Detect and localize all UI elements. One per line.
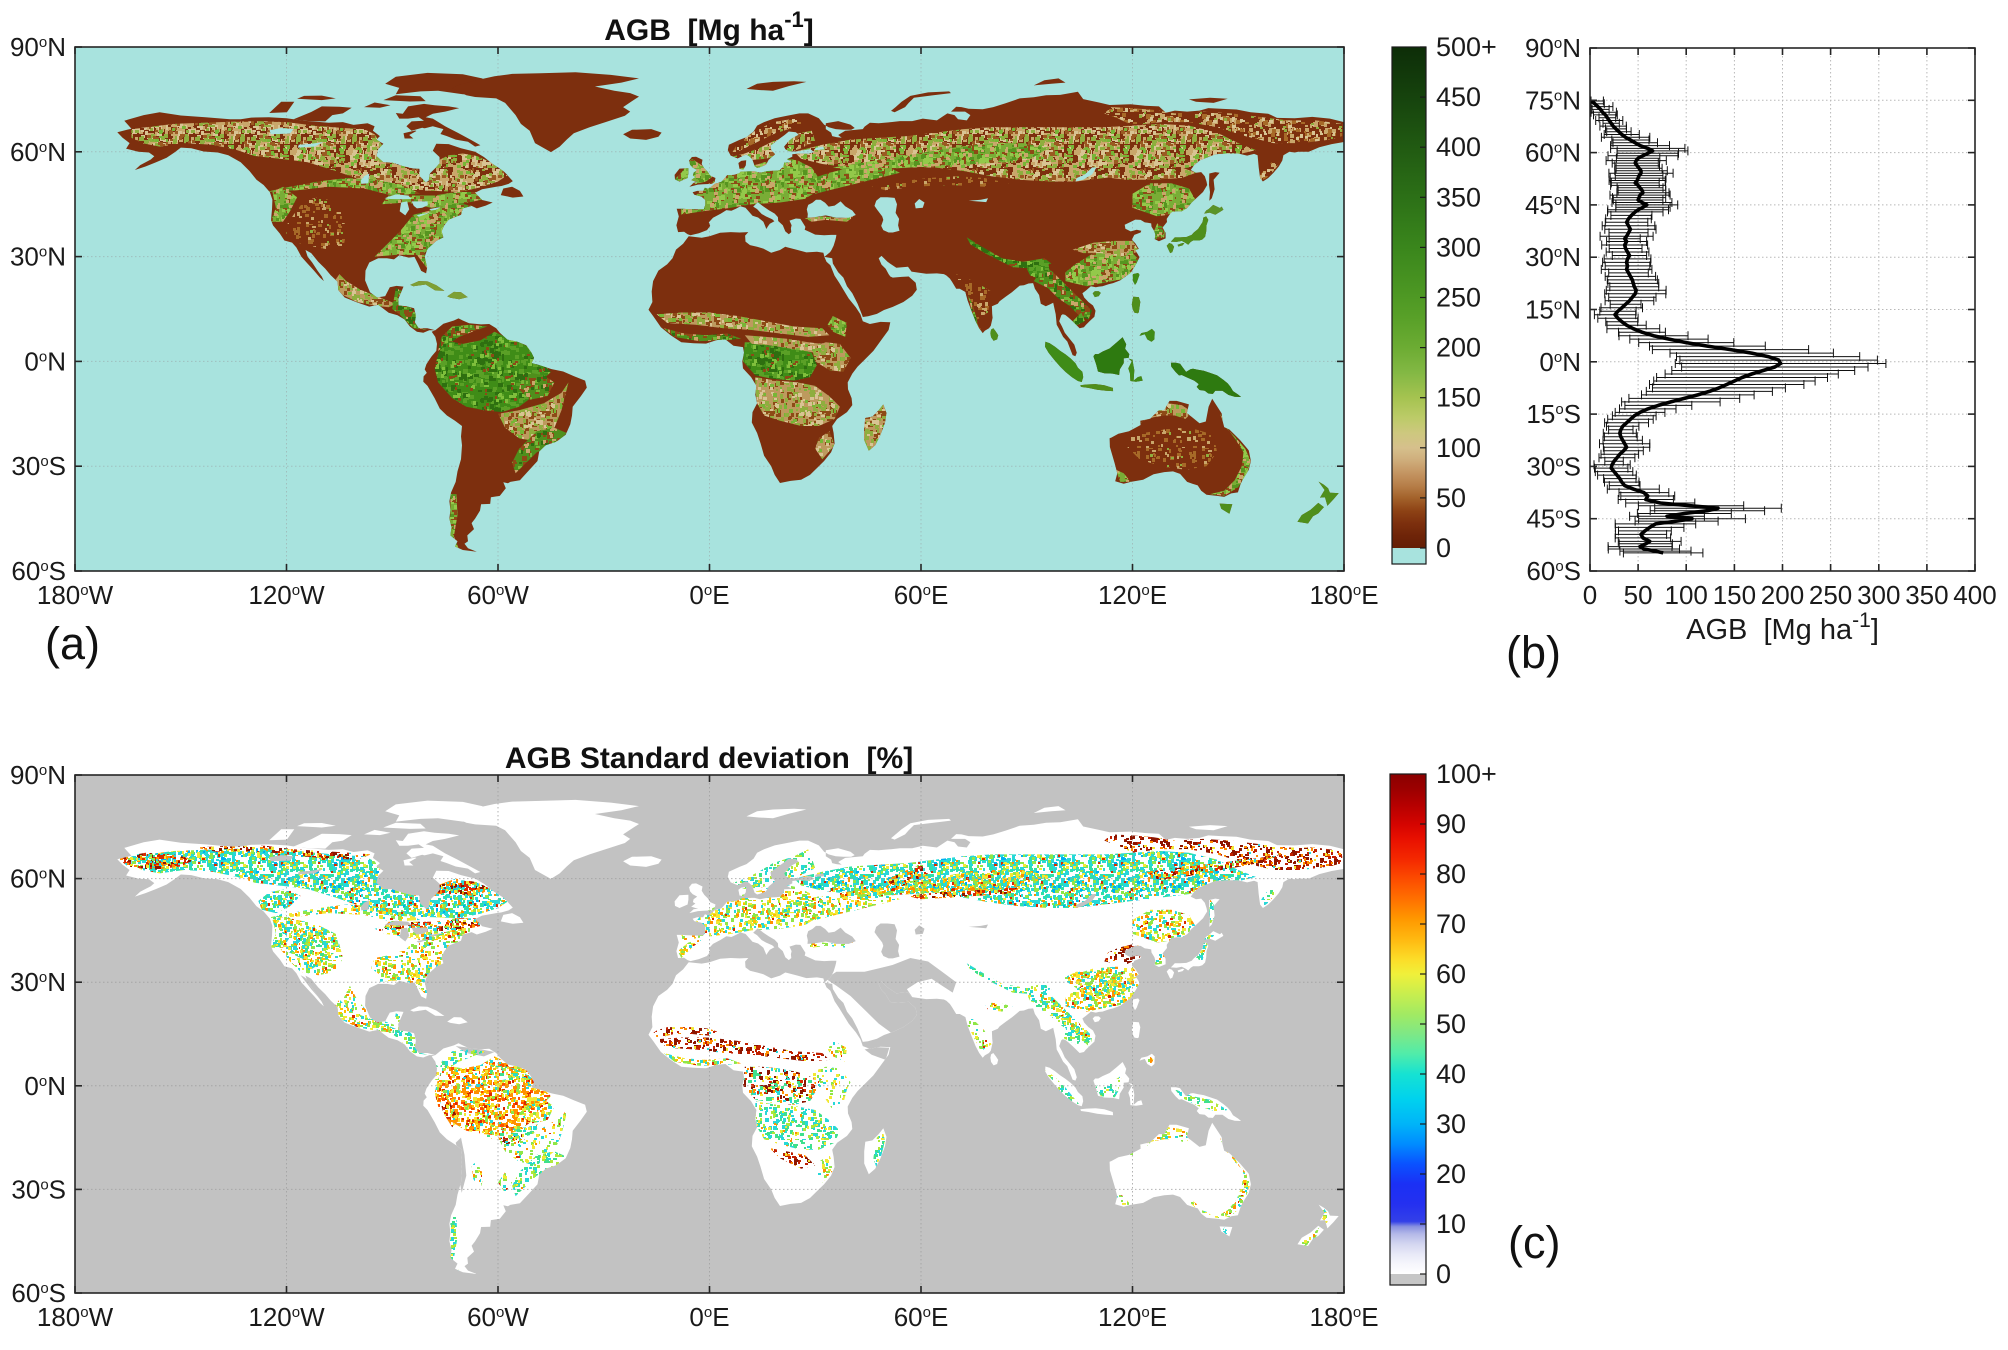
svg-text:75oN: 75oN xyxy=(1525,85,1581,115)
svg-text:0oN: 0oN xyxy=(1539,347,1581,377)
svg-text:30oS: 30oS xyxy=(11,1174,66,1204)
svg-text:120oE: 120oE xyxy=(1098,580,1167,610)
svg-text:120oW: 120oW xyxy=(248,1302,325,1332)
svg-text:500+: 500+ xyxy=(1436,32,1497,62)
svg-text:10: 10 xyxy=(1436,1209,1466,1239)
svg-text:60oS: 60oS xyxy=(11,556,66,586)
svg-text:150: 150 xyxy=(1713,580,1756,610)
svg-text:0oN: 0oN xyxy=(24,1071,66,1101)
svg-text:100: 100 xyxy=(1436,433,1481,463)
svg-text:50: 50 xyxy=(1436,1009,1466,1039)
svg-text:180oW: 180oW xyxy=(37,1302,114,1332)
svg-text:400: 400 xyxy=(1436,132,1481,162)
svg-text:180oE: 180oE xyxy=(1309,580,1378,610)
svg-text:30oN: 30oN xyxy=(10,967,66,997)
svg-text:90oN: 90oN xyxy=(10,32,66,62)
svg-text:400: 400 xyxy=(1953,580,1996,610)
svg-text:60oS: 60oS xyxy=(11,1278,66,1308)
svg-text:30oS: 30oS xyxy=(1526,451,1581,481)
svg-text:90oN: 90oN xyxy=(1525,33,1581,63)
svg-text:60oN: 60oN xyxy=(10,137,66,167)
svg-text:45oN: 45oN xyxy=(1525,190,1581,220)
svg-text:60oN: 60oN xyxy=(10,864,66,894)
svg-text:(c): (c) xyxy=(1508,1217,1560,1268)
svg-text:90oN: 90oN xyxy=(10,760,66,790)
svg-text:60oN: 60oN xyxy=(1525,138,1581,168)
svg-text:60oW: 60oW xyxy=(467,1302,529,1332)
svg-text:(b): (b) xyxy=(1506,627,1561,678)
svg-text:AGB Standard deviation [%]: AGB Standard deviation [%] xyxy=(505,742,913,775)
svg-text:100+: 100+ xyxy=(1436,759,1497,789)
svg-text:70: 70 xyxy=(1436,909,1466,939)
svg-text:100: 100 xyxy=(1665,580,1708,610)
svg-text:150: 150 xyxy=(1436,383,1481,413)
svg-text:350: 350 xyxy=(1436,182,1481,212)
svg-text:(a): (a) xyxy=(45,618,100,669)
svg-text:45oS: 45oS xyxy=(1526,504,1581,534)
svg-text:180oW: 180oW xyxy=(37,580,114,610)
svg-text:80: 80 xyxy=(1436,859,1466,889)
svg-text:120oW: 120oW xyxy=(248,580,325,610)
svg-text:350: 350 xyxy=(1905,580,1948,610)
svg-text:200: 200 xyxy=(1436,333,1481,363)
svg-text:60oS: 60oS xyxy=(1526,556,1581,586)
svg-text:40: 40 xyxy=(1436,1059,1466,1089)
svg-text:0: 0 xyxy=(1583,580,1597,610)
svg-text:60oE: 60oE xyxy=(894,580,949,610)
svg-text:0: 0 xyxy=(1436,533,1451,563)
svg-text:60oE: 60oE xyxy=(894,1302,949,1332)
svg-text:50: 50 xyxy=(1436,483,1466,513)
svg-text:300: 300 xyxy=(1857,580,1900,610)
svg-text:20: 20 xyxy=(1436,1159,1466,1189)
svg-text:0: 0 xyxy=(1436,1259,1451,1289)
svg-text:180oE: 180oE xyxy=(1309,1302,1378,1332)
svg-text:200: 200 xyxy=(1761,580,1804,610)
svg-text:250: 250 xyxy=(1436,283,1481,313)
svg-text:50: 50 xyxy=(1624,580,1653,610)
svg-text:450: 450 xyxy=(1436,82,1481,112)
svg-text:AGB [Mg ha-1]: AGB [Mg ha-1] xyxy=(1686,609,1879,646)
svg-text:15oS: 15oS xyxy=(1526,399,1581,429)
svg-text:30oN: 30oN xyxy=(1525,242,1581,272)
svg-text:120oE: 120oE xyxy=(1098,1302,1167,1332)
svg-text:90: 90 xyxy=(1436,809,1466,839)
svg-text:30oS: 30oS xyxy=(11,451,66,481)
svg-text:AGB [Mg ha-1]: AGB [Mg ha-1] xyxy=(604,7,814,47)
svg-text:15oN: 15oN xyxy=(1525,295,1581,325)
svg-text:0oN: 0oN xyxy=(24,346,66,376)
svg-text:300: 300 xyxy=(1436,232,1481,262)
svg-text:60: 60 xyxy=(1436,959,1466,989)
svg-text:30: 30 xyxy=(1436,1109,1466,1139)
svg-text:250: 250 xyxy=(1809,580,1852,610)
svg-text:30oN: 30oN xyxy=(10,242,66,272)
